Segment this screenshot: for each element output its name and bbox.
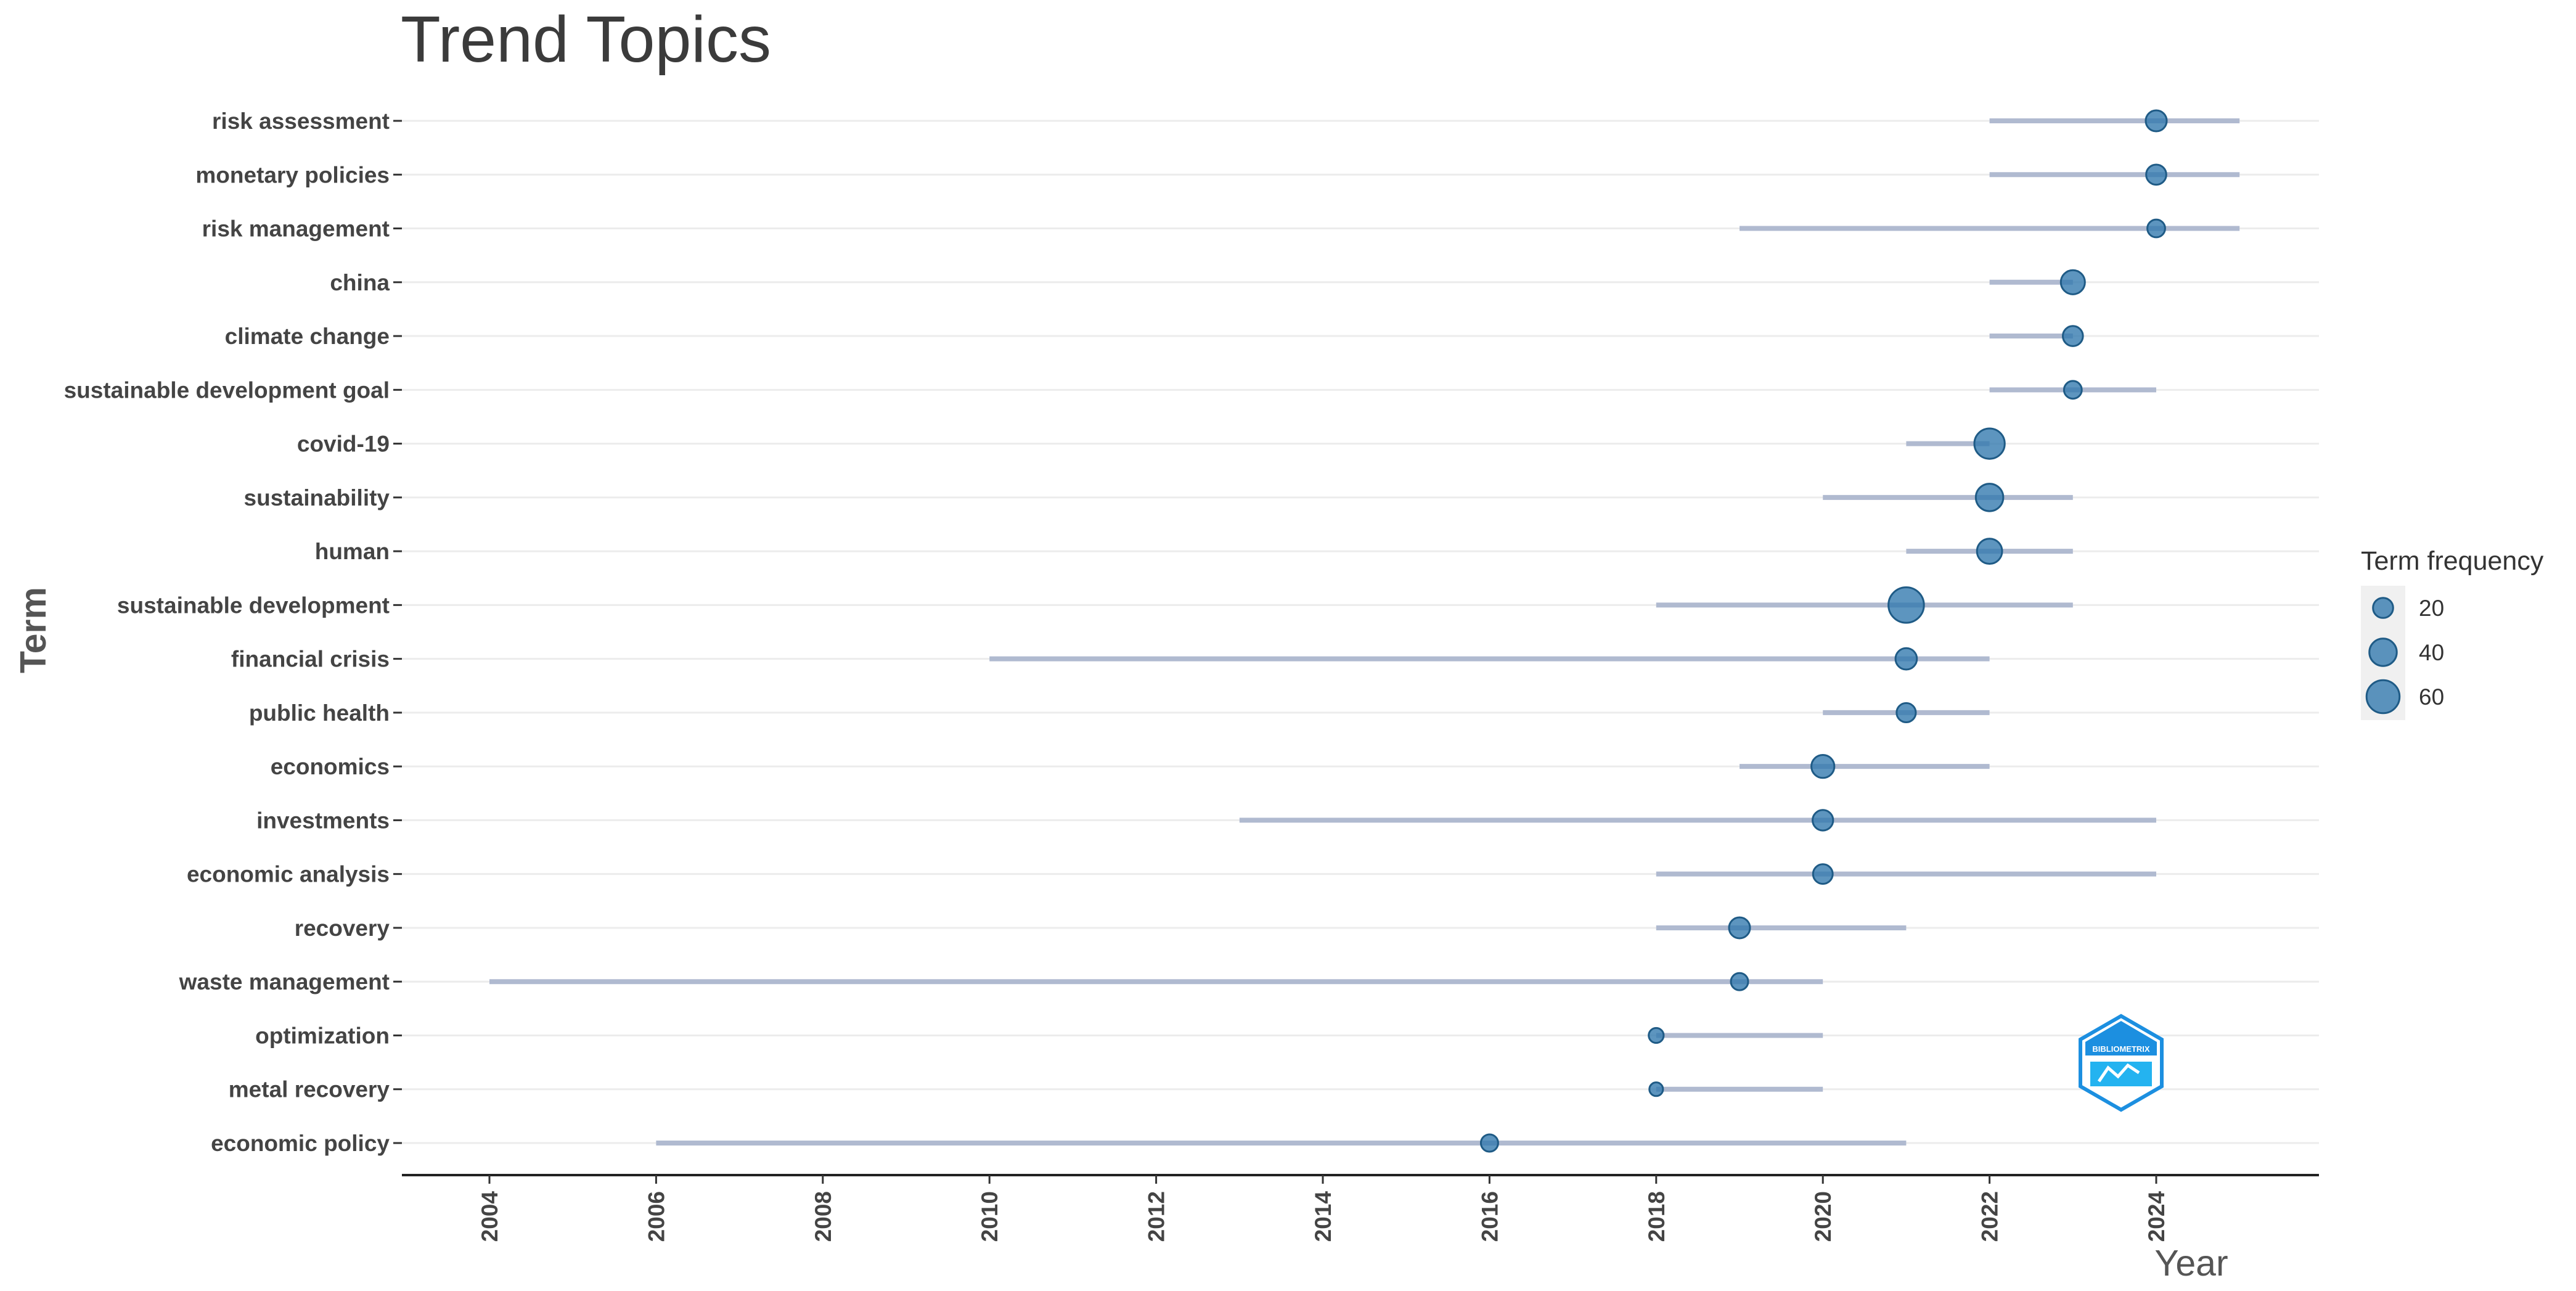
x-tick-label: 2022 xyxy=(1977,1191,2003,1242)
x-tick-label: 2020 xyxy=(1810,1191,1836,1242)
x-tick-label: 2024 xyxy=(2144,1191,2169,1242)
term-median-point xyxy=(1887,586,1925,624)
x-tick-label: 2016 xyxy=(1477,1191,1502,1242)
term-label: sustainable development xyxy=(117,592,390,618)
term-median-point xyxy=(1730,972,1749,991)
logo-text: BIBLIOMETRIX xyxy=(2092,1044,2149,1054)
x-axis-ticks: 2004 2006 2008 2010 2012 2014 2016 2018 2020 2022… xyxy=(477,1175,2169,1242)
term-median-point xyxy=(2146,218,2166,239)
term-median-point xyxy=(1976,538,2003,565)
term-label: recovery xyxy=(295,916,390,941)
term-label: monetary policies xyxy=(195,162,390,187)
x-tick-label: 2012 xyxy=(1144,1191,1169,1242)
logo-trend-icon xyxy=(2097,1063,2140,1083)
term-median-point xyxy=(1974,483,2005,512)
term-label: public health xyxy=(249,700,390,726)
chart-title: Trend Topics xyxy=(401,3,771,76)
x-tick-label: 2010 xyxy=(977,1191,1002,1242)
legend-items: 20 40 60 xyxy=(2365,596,2444,715)
term-label: sustainability xyxy=(244,485,390,510)
term-label: economic policy xyxy=(211,1131,390,1156)
term-median-point xyxy=(1973,427,2006,460)
term-median-point xyxy=(2061,325,2084,347)
term-label: optimization xyxy=(255,1023,390,1048)
x-tick-label: 2006 xyxy=(644,1191,669,1242)
term-median-point xyxy=(1648,1081,1664,1097)
legend: Term frequency 20 40 60 xyxy=(2361,546,2544,720)
term-label: climate change xyxy=(225,324,390,349)
x-tick-label: 2018 xyxy=(1644,1191,1669,1242)
term-label: china xyxy=(330,270,390,295)
term-median-point xyxy=(1479,1133,1499,1153)
term-label: human xyxy=(315,539,390,564)
term-median-point xyxy=(1812,809,1834,832)
x-axis-title: Year xyxy=(2154,1243,2228,1284)
term-median-point xyxy=(1812,863,1834,885)
term-label: covid-19 xyxy=(297,432,390,457)
term-label: financial crisis xyxy=(231,647,390,672)
term-median-point xyxy=(1648,1027,1665,1044)
term-median-point xyxy=(1728,916,1751,940)
x-tick-label: 2004 xyxy=(477,1191,502,1242)
legend-title: Term frequency xyxy=(2361,546,2544,576)
term-median-point xyxy=(1894,647,1918,671)
term-label: risk management xyxy=(202,216,390,242)
logo-roof xyxy=(2085,1021,2157,1055)
range-layer xyxy=(489,118,2240,1146)
term-label: economics xyxy=(271,754,390,779)
bibliometrix-logo: BIBLIOMETRIX xyxy=(2079,1014,2164,1112)
term-label: waste management xyxy=(179,969,390,994)
y-axis-labels: risk assessment monetary policies risk man… xyxy=(64,109,402,1156)
term-median-point xyxy=(1895,702,1917,723)
term-median-point xyxy=(1810,754,1836,779)
x-tick-label: 2008 xyxy=(811,1191,836,1242)
term-median-point xyxy=(2145,109,2168,133)
y-axis-title: Term xyxy=(13,587,54,673)
legend-size-key xyxy=(2368,637,2398,667)
legend-size-key xyxy=(2365,679,2401,715)
term-median-point xyxy=(2063,380,2083,400)
term-label: metal recovery xyxy=(229,1077,390,1102)
legend-size-label: 20 xyxy=(2419,596,2444,621)
grid-layer xyxy=(402,120,2319,1144)
term-label: sustainable development goal xyxy=(64,377,390,403)
term-label: economic analysis xyxy=(187,862,390,887)
dot-layer xyxy=(1479,109,2168,1153)
x-tick-label: 2014 xyxy=(1310,1191,1336,1242)
legend-size-label: 40 xyxy=(2419,640,2444,665)
term-median-point xyxy=(2059,269,2086,295)
legend-size-label: 60 xyxy=(2419,684,2444,710)
term-label: investments xyxy=(256,808,390,833)
term-label: risk assessment xyxy=(212,109,390,134)
term-median-point xyxy=(2145,163,2167,186)
legend-size-key xyxy=(2372,597,2394,619)
